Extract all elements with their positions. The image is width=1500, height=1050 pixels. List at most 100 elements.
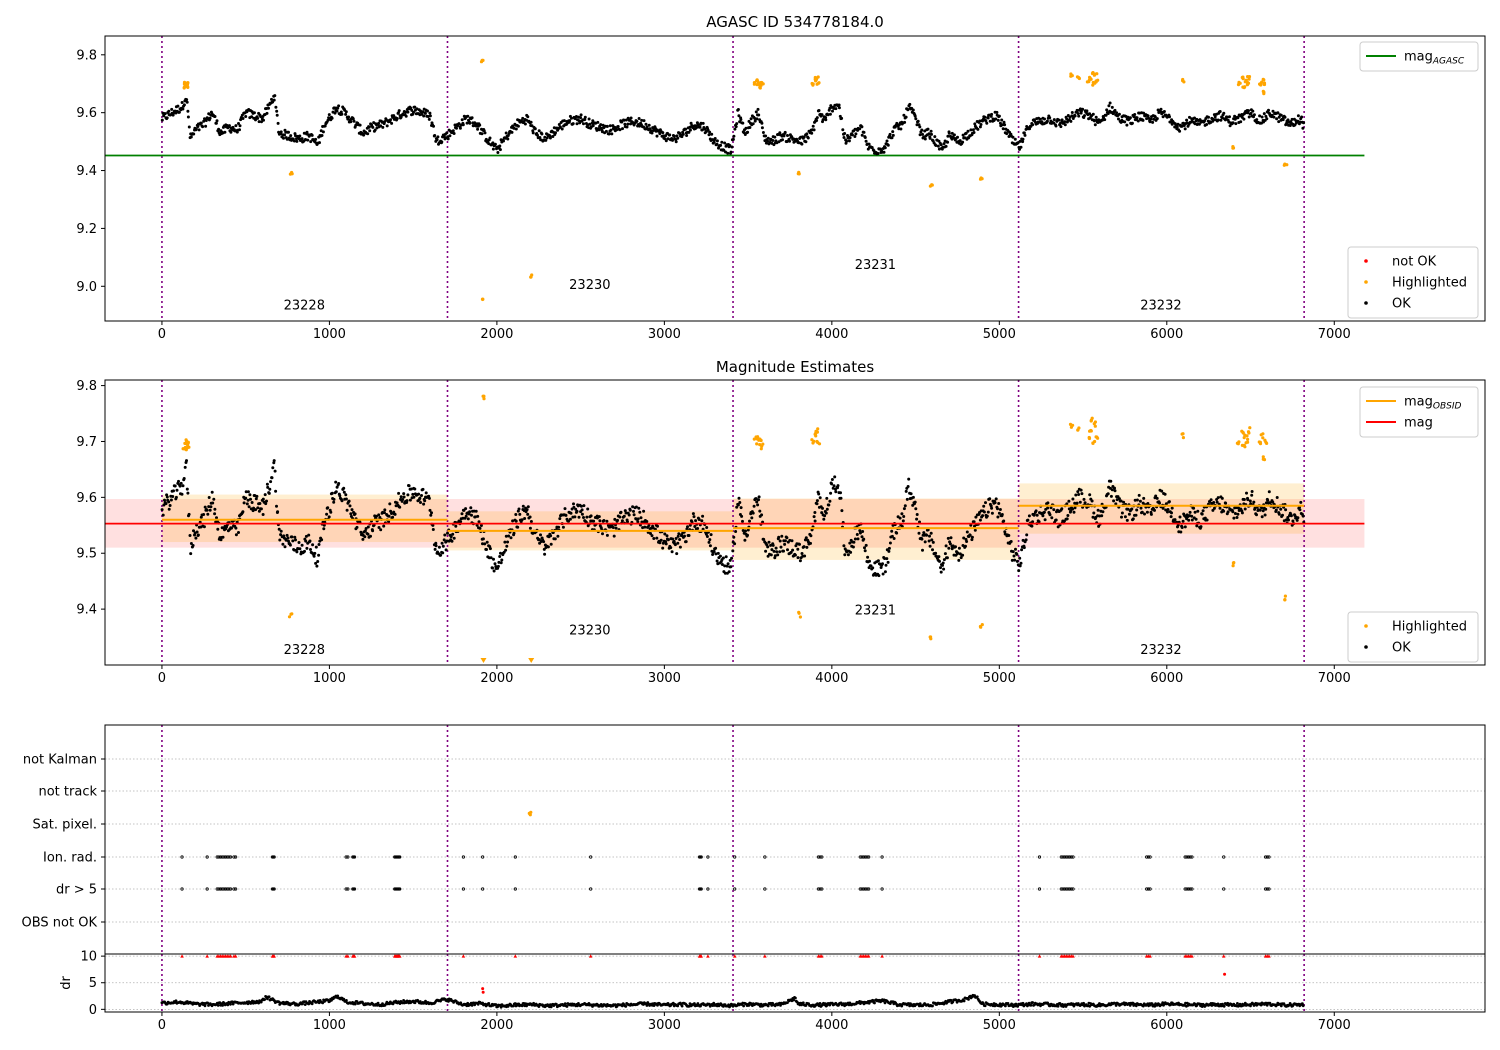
ok-point: [962, 536, 966, 540]
ok-point: [1164, 508, 1168, 512]
highlighted-point: [1089, 428, 1093, 433]
dr-point: [226, 1003, 230, 1007]
ok-point: [609, 128, 613, 132]
highlighted-point: [1264, 440, 1268, 444]
legend-frame: [1359, 386, 1479, 438]
ok-point: [273, 94, 277, 98]
dr-point: [975, 995, 979, 999]
highlighted-point: [1090, 416, 1094, 420]
dr-point: [310, 1002, 314, 1006]
ok-point: [188, 534, 192, 537]
ok-point: [204, 124, 208, 128]
ok-point: [202, 525, 206, 529]
ok-point: [782, 134, 786, 138]
ok-point: [165, 116, 169, 120]
ok-point: [397, 491, 401, 495]
ok-point: [939, 566, 942, 570]
ok-point: [533, 127, 537, 131]
highlighted-point: [1182, 80, 1186, 84]
ok-point: [604, 129, 608, 133]
ok-point: [185, 98, 189, 102]
ok-point: [549, 534, 553, 538]
ok-point: [1015, 552, 1019, 556]
ok-point: [247, 505, 251, 509]
ok-point: [1077, 493, 1081, 496]
ok-point: [219, 538, 223, 542]
ok-point: [1264, 507, 1268, 511]
ok-point: [757, 113, 761, 117]
ok-point: [853, 537, 857, 541]
ok-point: [1216, 496, 1220, 500]
ok-point: [1090, 499, 1094, 503]
dr-point: [766, 1004, 770, 1008]
dr-point: [804, 1004, 808, 1007]
ok-point: [491, 147, 495, 151]
flag-row-label: Sat. pixel.: [33, 818, 97, 833]
dr-point: [931, 1004, 934, 1008]
dr-point: [792, 998, 796, 1002]
ok-point: [881, 572, 885, 576]
legend-label: Highlighted: [1392, 276, 1467, 291]
flag-point: [1037, 855, 1042, 859]
highlighted-point: [1087, 80, 1091, 84]
ok-point: [391, 515, 395, 519]
ok-point: [458, 126, 462, 130]
ok-point: [744, 126, 748, 130]
ok-point: [338, 494, 342, 498]
ok-point: [1252, 113, 1256, 117]
ok-point: [379, 124, 383, 128]
ok-point: [881, 562, 884, 566]
ok-point: [757, 495, 761, 499]
ok-point: [1250, 493, 1254, 497]
ok-point: [1002, 519, 1006, 523]
ok-point: [976, 127, 980, 131]
ok-point: [399, 495, 403, 499]
ok-point: [926, 127, 930, 131]
ok-point: [978, 125, 982, 129]
ok-point: [715, 139, 719, 143]
ok-point: [1119, 499, 1123, 503]
ok-point: [947, 131, 951, 135]
ok-point: [618, 128, 622, 132]
flag-point: [1064, 855, 1068, 859]
ok-point: [905, 497, 909, 501]
highlighted-point: [752, 82, 757, 86]
ok-point: [691, 512, 695, 516]
ok-point: [781, 138, 784, 142]
flag-point: [863, 887, 867, 891]
y-tick-label: 9.8: [76, 379, 97, 394]
ok-point: [367, 125, 371, 129]
ok-point: [332, 497, 336, 501]
highlighted-point: [1093, 424, 1097, 428]
ok-point: [1117, 117, 1120, 121]
flag-point: [1037, 887, 1042, 891]
ok-point: [429, 513, 433, 517]
ok-point: [443, 533, 447, 537]
ok-point: [413, 105, 417, 109]
ok-point: [1077, 114, 1081, 118]
ok-point: [292, 139, 296, 143]
ok-point: [830, 478, 834, 481]
ok-point: [970, 538, 974, 542]
ok-point: [688, 128, 692, 132]
ok-point: [1022, 131, 1026, 135]
ok-point: [277, 527, 281, 531]
ok-point: [1135, 116, 1139, 120]
ok-point: [720, 140, 724, 144]
ok-point: [982, 510, 986, 514]
ok-point: [340, 499, 344, 503]
ok-point: [1019, 561, 1023, 565]
obsid-label: 23228: [284, 643, 325, 658]
highlighted-point: [761, 442, 765, 446]
ok-point: [901, 519, 905, 523]
ok-point: [306, 138, 310, 142]
ok-point: [203, 505, 207, 509]
ok-point: [358, 123, 362, 127]
ok-point: [422, 114, 426, 118]
ok-point: [405, 499, 409, 503]
flag-point: [1267, 855, 1271, 859]
ok-point: [350, 508, 354, 512]
ok-point: [1076, 490, 1080, 494]
ok-point: [1075, 108, 1079, 112]
ok-point: [241, 510, 245, 514]
